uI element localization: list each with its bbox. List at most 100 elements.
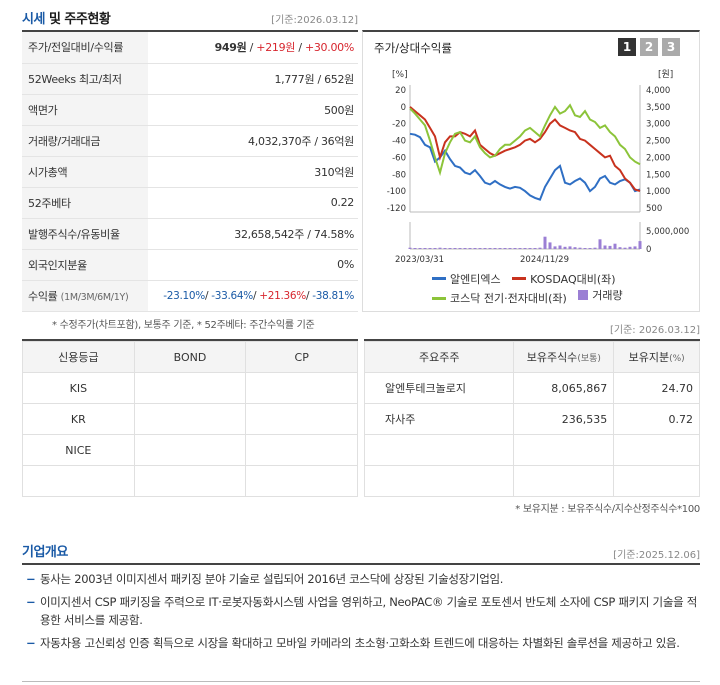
- change-pct-value: +30.00%: [304, 41, 354, 55]
- legend-label: 거래량: [592, 288, 623, 302]
- series-line: [409, 103, 641, 177]
- volume-bar: [493, 248, 497, 249]
- quote-value: 310억원: [148, 156, 358, 188]
- credit-agency: KIS: [22, 372, 135, 404]
- credit-header: 신용등급: [22, 341, 135, 373]
- holder-row: 자사주 236,535 0.72: [363, 403, 700, 435]
- legend-swatch-line: [512, 277, 527, 280]
- volume-bar: [473, 248, 477, 249]
- holders-divider: [364, 339, 700, 341]
- chart-tab-2[interactable]: 2: [640, 38, 658, 56]
- volume-bar: [438, 247, 442, 249]
- volume-bar: [608, 245, 612, 249]
- x-label-start: 2023/03/31: [395, 255, 444, 265]
- credit-row: [22, 465, 358, 497]
- sep: /: [246, 41, 257, 55]
- left-tick-label: -120: [387, 204, 406, 214]
- vol-tick-top: 5,000,000: [646, 227, 689, 237]
- volume-bar: [638, 241, 642, 249]
- volume-bar: [578, 247, 582, 249]
- holder-pct: [613, 434, 700, 466]
- overview-text: 동사는 2003년 이미지센서 패키징 분야 기술로 설립되어 2016년 코스…: [40, 572, 504, 586]
- legend-item[interactable]: 거래량: [578, 287, 623, 303]
- legend-item[interactable]: 코스닥 전기·전자대비(좌): [432, 290, 567, 306]
- quote-value: 32,658,542주 / 74.58%: [148, 218, 358, 250]
- right-tick-label: 2,000: [646, 153, 670, 163]
- volume-bar: [593, 247, 597, 249]
- volume-bar: [543, 236, 547, 249]
- quote-label: 수익률 (1M/3M/6M/1Y): [22, 280, 148, 312]
- overview-text: 이미지센서 CSP 패키징을 주력으로 IT·로봇자동화시스템 사업을 영위하고…: [40, 595, 698, 627]
- market-title-sub: 및 주주현황: [44, 12, 111, 27]
- series-line: [409, 106, 641, 193]
- volume-bar: [558, 245, 562, 249]
- volume-bar: [518, 248, 522, 249]
- price-value: 949원: [214, 41, 247, 55]
- holder-shares: [513, 465, 615, 497]
- return-1m: -23.10%: [163, 289, 205, 302]
- volume-bar: [478, 248, 482, 249]
- sep: /: [252, 289, 260, 302]
- legend-swatch-line: [432, 296, 446, 300]
- credit-bond: [133, 465, 247, 497]
- right-tick-label: 2,500: [646, 137, 670, 147]
- overview-item: − 이미지센서 CSP 패키징을 주력으로 IT·로봇자동화시스템 사업을 영위하…: [22, 593, 698, 629]
- right-tick-label: 4,000: [646, 86, 670, 96]
- right-tick-label: 3,500: [646, 103, 670, 113]
- volume-bar: [483, 248, 487, 249]
- volume-bar: [573, 247, 577, 249]
- quote-row: 52Weeks 최고/최저 1,777원 / 652원: [22, 63, 358, 95]
- overview-list: − 동사는 2003년 이미지센서 패키징 분야 기술로 설립되어 2016년 코…: [22, 570, 698, 657]
- holder-row: [363, 465, 700, 497]
- credit-bond: [133, 372, 247, 404]
- holder-pct: 24.70: [613, 372, 700, 404]
- volume-bar: [418, 248, 422, 249]
- volume-bar: [583, 248, 587, 249]
- holder-pct: 0.72: [613, 403, 700, 435]
- chart-title: 주가/상대수익률: [374, 41, 452, 55]
- credit-cp: [245, 434, 358, 466]
- holders-header-sub: (보통): [577, 354, 601, 364]
- volume-bar: [613, 243, 617, 249]
- credit-agency: [22, 465, 135, 497]
- vol-tick-bottom: 0: [646, 245, 651, 255]
- market-title-main: 시세: [22, 12, 45, 27]
- credit-agency: NICE: [22, 434, 135, 466]
- holder-pct: [613, 465, 700, 497]
- return-1y: -38.81%: [312, 289, 354, 302]
- chart-tab-1[interactable]: 1: [618, 38, 636, 56]
- volume-bar: [423, 248, 427, 249]
- overview-divider: [22, 563, 700, 565]
- left-tick-label: -100: [387, 187, 406, 197]
- quote-label: 시가총액: [22, 156, 148, 188]
- holders-header: 주요주주: [363, 341, 515, 373]
- holder-row: [363, 434, 700, 466]
- quote-value: 500원: [148, 94, 358, 126]
- volume-bar: [618, 247, 622, 249]
- holder-name: 알엔투테크놀로지: [363, 372, 515, 404]
- volume-bar: [588, 248, 592, 249]
- chart-legend: 알엔티엑스 KOSDAQ대비(좌) 코스닥 전기·전자대비(좌) 거래량: [432, 270, 702, 306]
- volume-bar: [563, 246, 567, 249]
- credit-bond: [133, 403, 247, 435]
- holders-header-main: 보유주식수: [526, 351, 578, 364]
- quote-value: 0.22: [148, 187, 358, 219]
- volume-bar: [408, 247, 412, 249]
- chart-tab-3[interactable]: 3: [662, 38, 680, 56]
- volume-bar: [513, 248, 517, 249]
- right-unit-label: [원]: [658, 69, 673, 80]
- quote-row: 주가/전일대비/수익률 949원 / +219원 / +30.00%: [22, 32, 358, 64]
- quote-label: 거래량/거래대금: [22, 125, 148, 157]
- volume-bar: [548, 242, 552, 249]
- volume-bar: [508, 248, 512, 249]
- volume-bar: [568, 246, 572, 249]
- overview-bottom-line: [22, 681, 700, 682]
- overview-item: − 동사는 2003년 이미지센서 패키징 분야 기술로 설립되어 2016년 코…: [22, 570, 698, 588]
- legend-item[interactable]: 알엔티엑스: [432, 271, 501, 287]
- legend-swatch-bar: [578, 289, 589, 300]
- legend-item[interactable]: KOSDAQ대비(좌): [512, 271, 616, 287]
- volume-bar: [468, 248, 472, 249]
- relative-return-chart: [%] [원] 20 0 -20 -40 -60 -80 -100 -120 4,000 3,5…: [387, 69, 690, 265]
- credit-header: BOND: [133, 341, 247, 373]
